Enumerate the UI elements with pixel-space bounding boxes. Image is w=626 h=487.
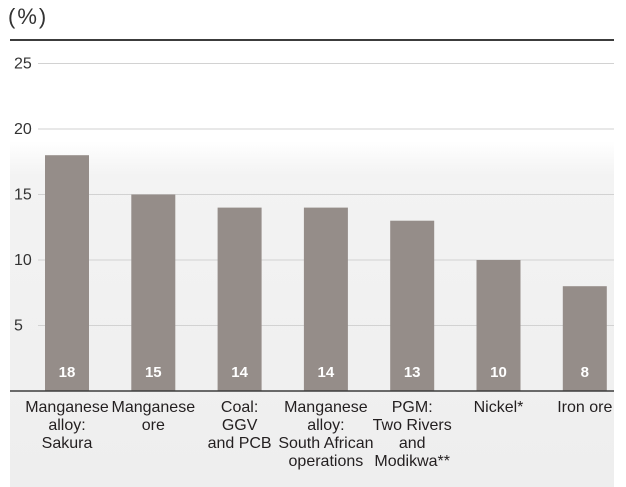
data-label: 14 — [231, 364, 248, 381]
data-label: 14 — [318, 364, 335, 381]
x-tick-label: Manganese alloy: Sakura — [25, 399, 109, 452]
bar — [217, 207, 262, 391]
x-tick-label: PGM: Two Rivers and Modikwa** — [373, 399, 452, 470]
data-label: 18 — [59, 364, 76, 381]
y-tick-label: 20 — [14, 121, 32, 138]
bar — [562, 286, 607, 391]
y-axis-unit-label: (%) — [8, 4, 49, 29]
y-tick-label: 15 — [14, 187, 32, 204]
y-tick-label: 10 — [14, 252, 32, 269]
x-tick-label: Nickel* — [474, 399, 524, 416]
bar — [303, 207, 348, 391]
y-tick-label: 5 — [14, 318, 23, 335]
x-tick-label: Manganese alloy: South African operations — [278, 399, 373, 470]
data-label: 10 — [490, 364, 507, 381]
bar — [390, 220, 435, 391]
x-tick-label: Manganese ore — [111, 399, 195, 434]
top-rule — [10, 39, 614, 41]
bar — [131, 194, 176, 391]
bar — [476, 260, 521, 391]
data-label: 8 — [581, 364, 589, 381]
bar — [45, 155, 89, 391]
y-tick-label: 25 — [14, 56, 32, 73]
x-tick-label: Iron ore — [557, 399, 612, 416]
x-tick-label: Coal: GGV and PCB — [208, 399, 272, 452]
data-label: 13 — [404, 364, 421, 381]
data-label: 15 — [145, 364, 162, 381]
